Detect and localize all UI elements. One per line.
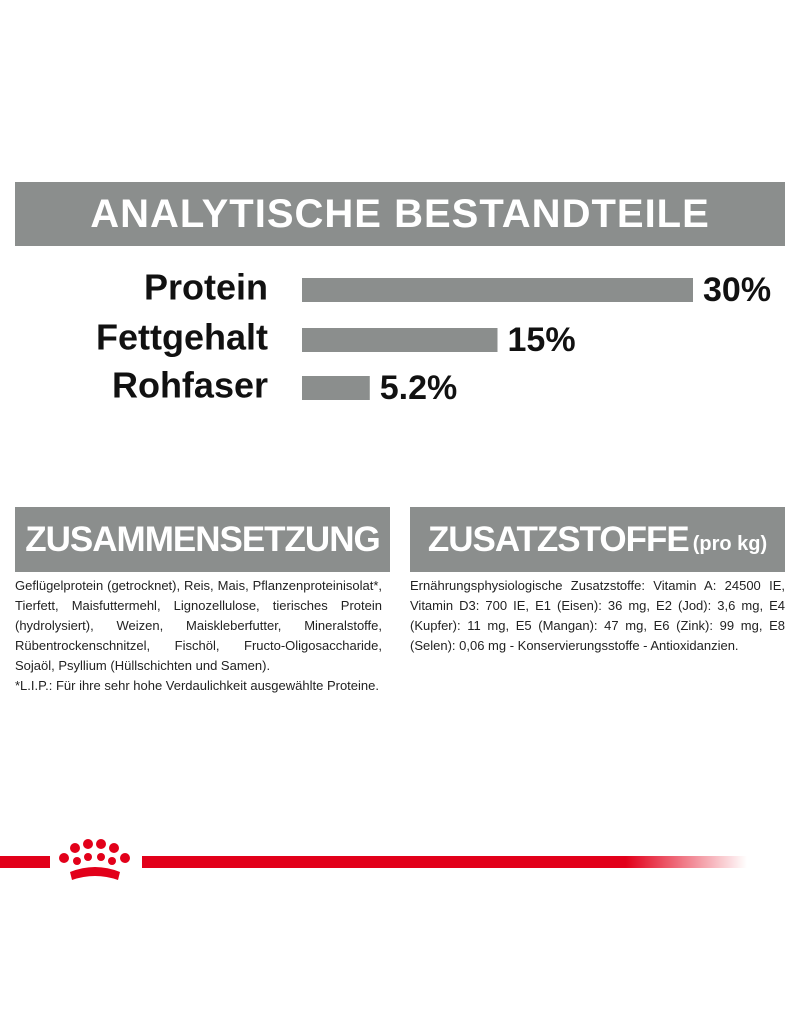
additives-title: ZUSATZSTOFFE (427, 519, 690, 559)
category-label: Rohfaser (112, 365, 268, 406)
composition-body: Geflügelprotein (getrocknet), Reis, Mais… (15, 578, 382, 673)
additives-header: ZUSATZSTOFFE (pro kg) (410, 507, 785, 572)
value-label: 15% (508, 321, 576, 359)
chart: Protein 30% Fettgehalt 15% Rohfaser 5.2% (96, 267, 771, 407)
category-label: Fettgehalt (96, 317, 268, 358)
value-label: 5.2% (380, 369, 458, 407)
value-label: 30% (703, 271, 771, 309)
additives-text: Ernährungsphysiologische Zusatzstoffe: V… (410, 578, 785, 653)
composition-title: ZUSAMMENSETZUNG (15, 507, 390, 572)
composition-footnote: *L.I.P.: Für ihre sehr hohe Verdaulichke… (15, 678, 379, 693)
brand-logo (0, 839, 747, 880)
composition-text: Geflügelprotein (getrocknet), Reis, Mais… (15, 576, 382, 696)
bar (302, 328, 498, 352)
category-label: Protein (144, 267, 268, 308)
bar (302, 376, 370, 400)
additives-unit: (pro kg) (692, 533, 768, 555)
chart-title: ANALYTISCHE BESTANDTEILE (15, 182, 785, 246)
bar (302, 278, 693, 302)
